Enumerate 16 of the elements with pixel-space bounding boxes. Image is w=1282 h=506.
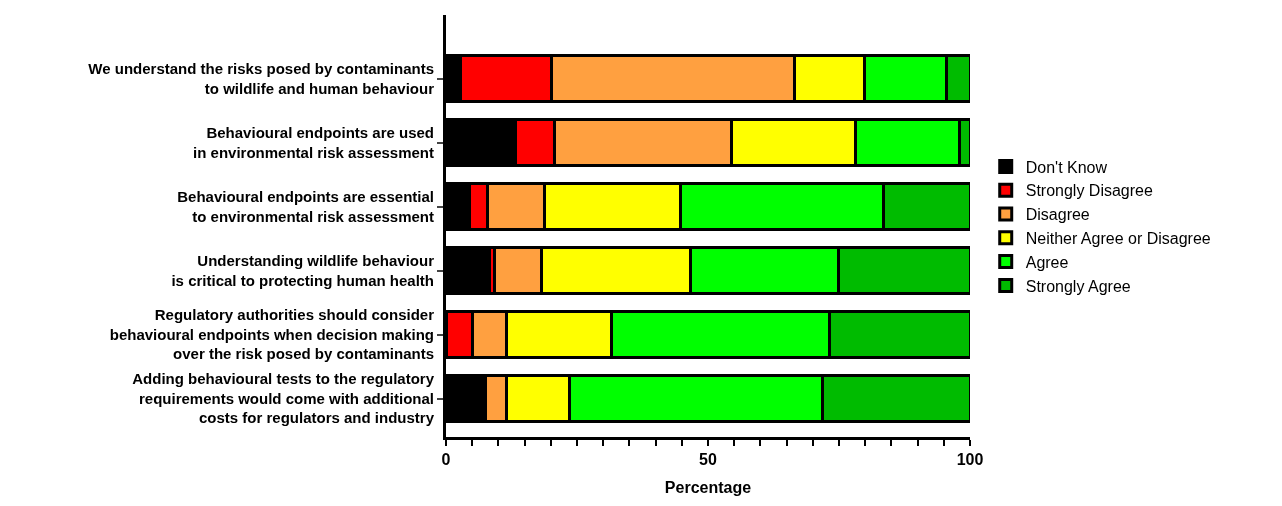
x-tick-label: 50 [699,451,717,469]
y-tick-label: Regulatory authorities should consider behavioural endpoints when decision making over the risk posed by contaminants [109,306,435,363]
legend-label: Strongly Disagree [1025,182,1153,200]
x-axis-title: Percentage [664,478,752,496]
y-tick-label: Understanding wildlife behaviour is critical to protecting human health [171,252,435,289]
legend-label: Neither Agree or Disagree [1025,230,1211,248]
x-tick-label: 0 [441,451,451,469]
legend-label: Agree [1025,253,1069,271]
y-tick-label: We understand the risks posed by contaminants to wildlife and human behaviour [88,60,435,97]
x-tick-label: 100 [956,451,984,469]
legend-label: Don't Know [1025,158,1108,176]
y-tick-label: Adding behavioural tests to the regulatory requirements would come with additional costs for regulators and industry [132,370,435,427]
legend-label: Disagree [1025,206,1090,224]
y-tick-label: Behavioural endpoints are used in environmental risk assessment [193,124,434,161]
y-tick-label: Behavioural endpoints are essential to environmental risk assessment [177,188,434,225]
legend-label: Strongly Agree [1025,277,1131,295]
